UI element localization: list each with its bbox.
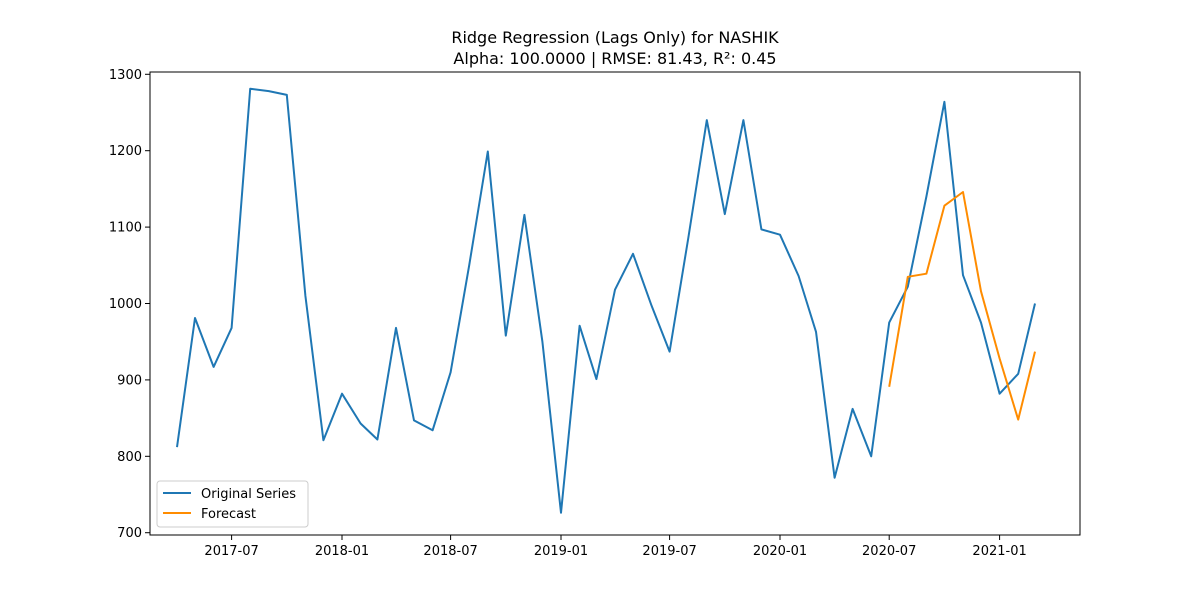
y-tick-label: 1200	[109, 144, 142, 159]
x-axis: 2017-07 2018-01 2018-07 2019-01 2019-07 2020-…	[204, 535, 1027, 559]
legend: Original Series Forecast	[156, 480, 309, 528]
legend-label-forecast: Forecast	[201, 507, 256, 522]
plot-frame	[149, 71, 1081, 536]
series-line-original-series	[176, 87, 1036, 514]
x-tick-label: 2019-07	[642, 544, 696, 559]
y-tick-label: 800	[117, 450, 142, 465]
y-tick-label: 1100	[109, 221, 142, 236]
chart-title: Ridge Regression (Lags Only) for NASHIK	[451, 28, 779, 47]
chart-subtitle: Alpha: 100.0000 | RMSE: 81.43, R²: 0.45	[453, 49, 776, 68]
x-tick-label: 2020-01	[753, 544, 807, 559]
y-tick-label: 900	[117, 373, 142, 388]
x-tick-label: 2017-07	[204, 544, 258, 559]
legend-label-original-series: Original Series	[201, 487, 296, 502]
x-tick-label: 2021-01	[972, 544, 1026, 559]
x-tick-label: 2020-07	[862, 544, 916, 559]
x-tick-label: 2019-01	[534, 544, 588, 559]
legend-box	[156, 480, 309, 528]
y-tick-label: 700	[117, 526, 142, 541]
x-tick-label: 2018-07	[423, 544, 477, 559]
plot-area	[150, 72, 1080, 535]
y-tick-label: 1300	[109, 68, 142, 83]
y-axis: 700 800 900 1000 1100 1200 1300	[109, 68, 150, 541]
y-tick-label: 1000	[109, 297, 142, 312]
x-tick-label: 2018-01	[315, 544, 369, 559]
series-lines	[176, 87, 1036, 514]
